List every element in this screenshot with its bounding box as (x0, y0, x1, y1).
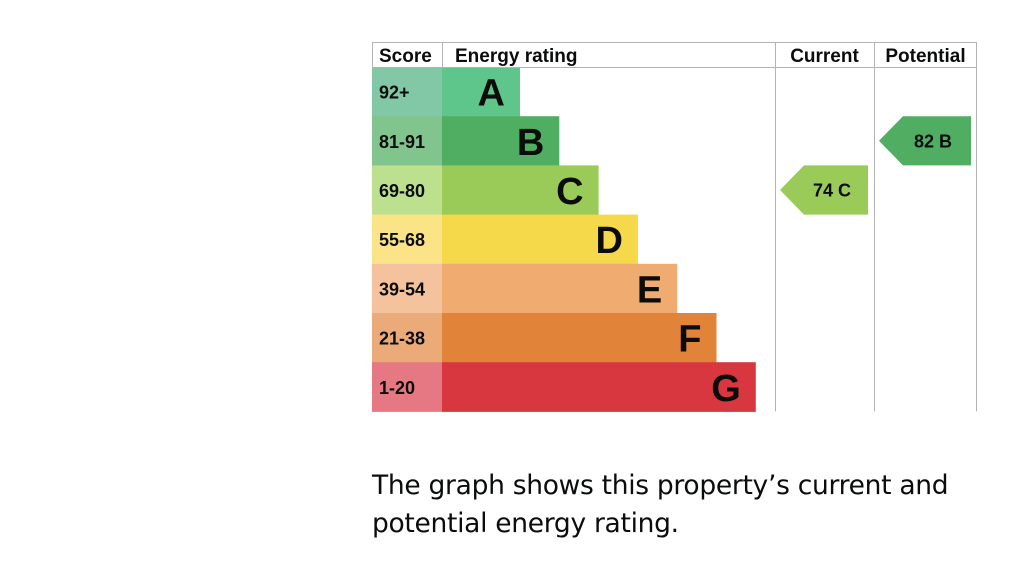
rating-letter-d: D (595, 220, 622, 262)
rating-letter-c: C (556, 171, 583, 213)
potential-rating-label: 82 B (914, 131, 952, 151)
current-rating-label: 74 C (813, 181, 851, 201)
score-cell-c (372, 165, 442, 216)
rating-letter-e: E (637, 269, 662, 311)
score-cell-e (372, 263, 442, 314)
score-label-e: 39-54 (379, 279, 425, 299)
score-label-d: 55-68 (379, 230, 425, 250)
rating-bar-e (442, 263, 678, 314)
rating-letter-g: G (711, 368, 741, 410)
rating-bar-b (442, 116, 560, 166)
header-potential: Potential (885, 46, 965, 67)
rating-bar-a (442, 67, 520, 117)
header-energy-rating: Energy rating (455, 46, 577, 67)
score-label-g: 1-20 (379, 378, 415, 398)
score-cell-f (372, 313, 442, 363)
rating-letter-a: A (478, 73, 505, 115)
score-cell-g (372, 362, 442, 412)
potential-rating-arrow (879, 116, 971, 166)
chart-caption: The graph shows this property’s current … (372, 470, 949, 539)
header-score: Score (379, 46, 432, 67)
score-label-b: 81-91 (379, 132, 425, 152)
rating-bar-g (442, 362, 756, 412)
rating-letter-f: F (678, 319, 701, 361)
score-label-c: 69-80 (379, 181, 425, 201)
rating-bar-d (442, 214, 638, 265)
current-rating-arrow (780, 165, 868, 215)
rating-bar-c (442, 165, 599, 216)
score-cell-d (372, 214, 442, 265)
score-label-a: 92+ (379, 83, 410, 103)
score-cell-a (372, 67, 442, 117)
score-label-f: 21-38 (379, 329, 425, 349)
header-current: Current (790, 46, 859, 67)
energy-rating-chart: Score Energy rating Current Potential 92+ A 81… (372, 42, 977, 412)
rating-letter-b: B (517, 122, 544, 164)
score-cell-b (372, 116, 442, 166)
rating-bar-f (442, 313, 717, 363)
